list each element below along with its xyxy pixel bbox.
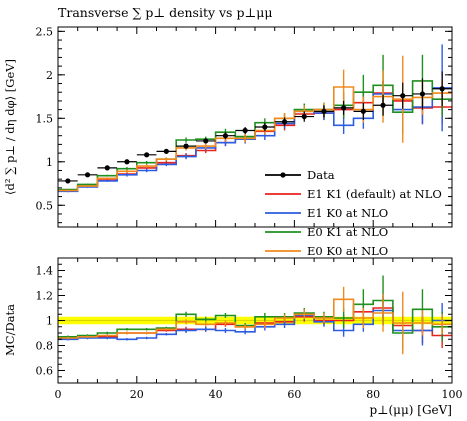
y-tick-label: 1.5	[36, 112, 54, 125]
data-point	[301, 113, 307, 120]
legend-marker	[280, 172, 286, 178]
ratio-e0-k1-at-nlo-histogram	[58, 299, 452, 338]
y-tick-label: 1.4	[36, 265, 54, 278]
x-tick-label: 60	[287, 388, 301, 401]
data-point	[400, 93, 406, 99]
x-tick-label: 80	[366, 388, 380, 401]
data-point	[262, 124, 268, 130]
data-point	[84, 172, 91, 178]
data-point	[321, 108, 327, 114]
legend-label: E0 K0 at NLO	[307, 244, 388, 258]
y-tick-label: 2	[46, 69, 53, 82]
y-tick-label: 0.6	[36, 365, 54, 378]
data-point	[203, 138, 209, 144]
x-axis-label: p⊥(μμ) [GeV]	[370, 403, 452, 417]
x-tick-label: 20	[130, 388, 144, 401]
y-tick-label: 0.8	[36, 340, 54, 353]
x-tick-label: 0	[55, 388, 62, 401]
data-point	[281, 119, 288, 125]
y-tick-label: 1.2	[36, 290, 54, 303]
legend-label: E1 K0 at NLO	[307, 206, 388, 220]
ratio-panel: 0.6 0.8 1 1.2 1.4 0 20 40 60 80 100	[36, 257, 463, 401]
legend-label: E0 K1 at NLO	[307, 225, 388, 239]
legend: Data E1 K1 (default) at NLO E1 K0 at NLO E0…	[265, 168, 442, 258]
data-point	[104, 165, 110, 171]
x-tick-label: 40	[209, 388, 223, 401]
data-point	[439, 86, 445, 92]
data-point	[341, 105, 347, 111]
main-y-axis-label: ⟨d² ∑ p⊥ / dη dφ⟩ [GeV]	[3, 59, 17, 195]
legend-label: E1 K1 (default) at NLO	[307, 187, 442, 201]
ratio-y-axis-label: MC/Data	[3, 304, 17, 356]
data-point	[222, 133, 229, 139]
data-point	[360, 108, 366, 114]
data-point	[65, 178, 71, 184]
ratio-e0-k0-at-nlo-histogram	[58, 298, 452, 339]
y-tick-label: 1	[46, 156, 53, 169]
y-tick-label: 0.5	[36, 199, 54, 212]
data-point	[183, 143, 189, 149]
legend-label: Data	[307, 168, 335, 182]
data-point	[144, 152, 150, 158]
y-tick-label: 2.5	[36, 25, 54, 38]
y-tick-label: 1	[46, 315, 53, 328]
data-point	[242, 127, 248, 134]
data-point	[380, 102, 386, 108]
data-point	[163, 148, 169, 154]
data-point	[419, 91, 426, 97]
plot-title: Transverse ∑ p⊥ density vs p⊥μμ	[58, 5, 272, 20]
main-panel: 0.5 1 1.5 2 2.5	[36, 25, 453, 228]
x-tick-label: 100	[442, 388, 463, 401]
data-point	[124, 159, 130, 165]
